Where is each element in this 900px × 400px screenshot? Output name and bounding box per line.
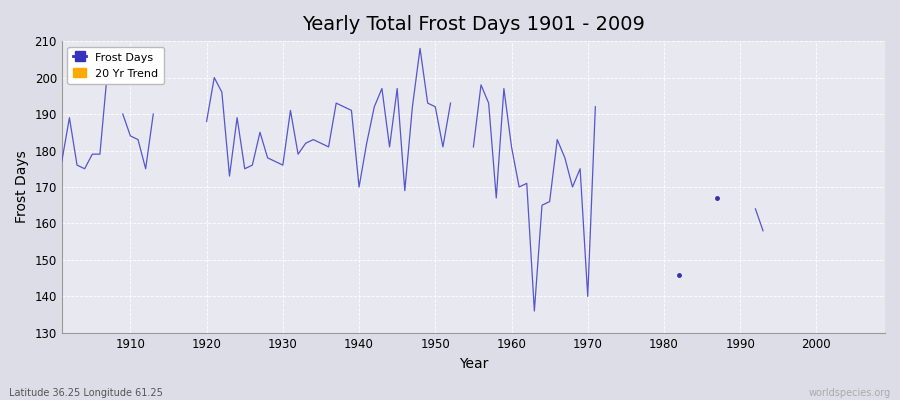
Text: Latitude 36.25 Longitude 61.25: Latitude 36.25 Longitude 61.25 — [9, 388, 163, 398]
Legend: Frost Days, 20 Yr Trend: Frost Days, 20 Yr Trend — [68, 47, 164, 84]
Text: worldspecies.org: worldspecies.org — [809, 388, 891, 398]
Y-axis label: Frost Days: Frost Days — [15, 151, 29, 223]
X-axis label: Year: Year — [459, 357, 488, 371]
Title: Yearly Total Frost Days 1901 - 2009: Yearly Total Frost Days 1901 - 2009 — [302, 15, 644, 34]
